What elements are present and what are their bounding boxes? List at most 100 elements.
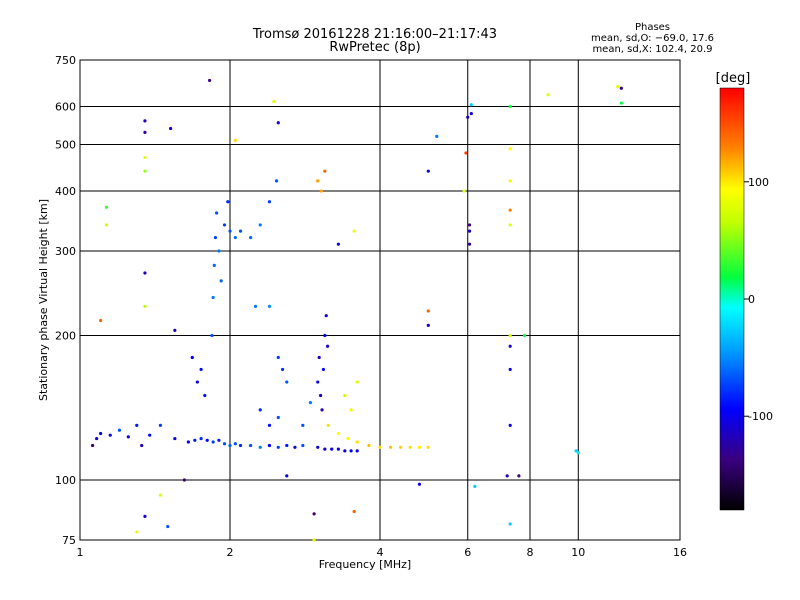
data-point [301,423,305,427]
data-point [203,393,207,398]
data-point [276,355,280,360]
colorbar-tick-label: 100 [748,176,769,189]
data-point [210,333,214,338]
data-point [222,223,227,227]
grid-lines [80,60,680,540]
data-point [355,449,359,453]
data-point [226,200,230,204]
data-point [280,367,285,372]
data-point [346,436,350,441]
stats-heading: Phases [634,22,671,33]
x-axis-label: Frequency [MHz] [319,558,411,571]
data-point [619,101,623,105]
data-point [249,235,253,240]
data-point [217,249,221,253]
data-point [228,229,232,233]
data-point [135,530,139,534]
chart-title: Tromsø 20161228 21:16:00–21:17:43 [252,27,498,42]
data-point [352,229,356,233]
x-tick-label: 4 [377,546,384,559]
data-point [140,443,144,448]
data-point [193,438,197,442]
data-point [143,169,147,173]
data-point [417,482,422,486]
colorbar-ticks: 100 0 -100 [744,176,773,423]
data-point [207,78,212,83]
data-point [469,103,473,107]
data-point [143,514,147,518]
data-point [219,279,223,283]
data-point [213,235,218,240]
data-point [574,449,578,453]
data-point [517,474,521,478]
data-point [169,126,173,131]
data-point [522,333,527,338]
data-point [117,428,122,432]
data-point [469,111,473,116]
data-point [258,223,262,227]
data-point [316,380,320,384]
data-point [619,86,623,90]
data-point [508,223,512,227]
data-point [464,151,468,155]
data-point [323,169,327,173]
data-point [267,200,272,204]
data-point [182,478,186,482]
colorbar-tick-label: 0 [748,293,755,306]
data-point [258,408,262,412]
data-point [462,189,466,193]
data-point [274,179,279,183]
x-tick-label: 1 [77,546,84,559]
data-point [508,208,512,212]
axis-ticks: 1 2 4 6 8 10 16 75 100 200 300 400 500 600 750 [55,54,687,559]
data-point [316,179,320,183]
y-axis-label: Stationary phase Virtual Height [km] [37,199,50,401]
data-point [399,445,403,449]
data-point [467,229,472,233]
data-point [143,155,147,160]
data-point [323,447,327,451]
x-tick-label: 16 [673,546,687,559]
data-point [143,130,147,134]
data-point [211,295,215,300]
data-point [508,522,512,526]
data-point [508,147,512,151]
data-point [158,423,163,427]
data-point [349,408,353,412]
data-point [212,263,216,267]
data-point [267,443,272,448]
data-point [148,433,152,437]
data-point [336,431,340,436]
data-point [228,443,232,448]
data-point [233,442,237,446]
data-point [426,169,430,173]
data-point [508,423,512,427]
data-point [408,445,412,449]
data-point [616,85,620,89]
y-tick-label: 100 [55,474,76,487]
data-point [467,242,472,246]
data-point [343,449,347,453]
data-point [143,271,147,275]
data-point [508,367,512,372]
data-point [508,104,512,109]
y-tick-label: 400 [55,185,76,198]
data-point [355,380,359,384]
data-point [308,400,313,405]
data-point [99,318,103,323]
data-point [272,99,276,103]
data-point [173,436,177,441]
data-point [505,474,509,478]
data-point [336,447,340,451]
colorbar-label: [deg] [716,71,751,86]
data-point [426,445,430,449]
data-point [367,443,371,448]
data-point [324,314,328,318]
data-point [126,435,130,439]
data-point [186,440,190,444]
data-point [320,408,324,412]
data-point [316,445,320,449]
data-point [323,333,327,338]
y-tick-label: 750 [55,54,76,67]
data-point [435,134,439,138]
